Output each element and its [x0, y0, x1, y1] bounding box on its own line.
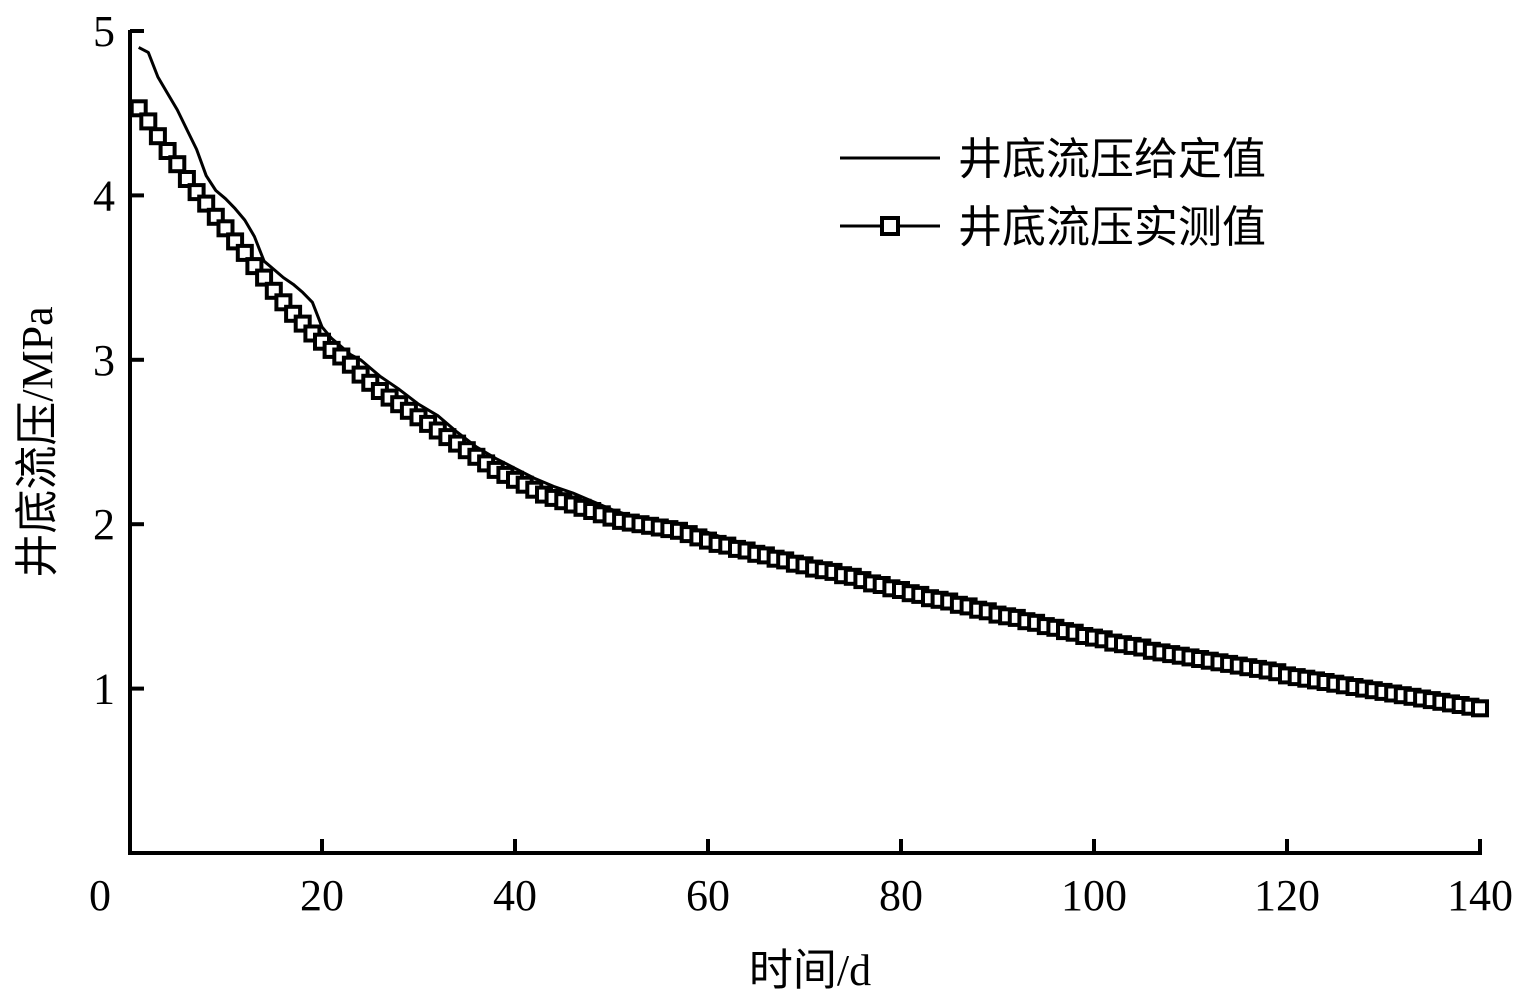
x-tick-label: 80	[879, 871, 923, 920]
legend: 井底流压给定值 井底流压实测值	[840, 135, 1266, 252]
legend-label-measured: 井底流压实测值	[958, 203, 1266, 252]
square-marker	[158, 142, 177, 160]
square-marker	[216, 219, 235, 238]
square-marker	[255, 268, 274, 287]
plot-series	[129, 46, 1489, 718]
x-axis-title: 时间/d	[749, 946, 871, 995]
square-marker	[139, 112, 158, 131]
axes: 1 2 3 4 5 0 20 40 60 80 100 120 140	[89, 7, 1513, 920]
y-tick-label: 5	[93, 7, 115, 56]
x-tick-label: 60	[686, 871, 730, 920]
x-tick-label: 40	[493, 871, 537, 920]
x-tick-label: 20	[300, 871, 344, 920]
y-ticks: 1 2 3 4 5	[93, 7, 144, 714]
series-measured-line	[137, 107, 1481, 710]
square-marker	[1471, 699, 1489, 718]
y-tick-label: 2	[93, 500, 115, 549]
series-setpoint-line	[138, 46, 1481, 710]
x-tick-label: 120	[1254, 871, 1320, 920]
y-tick-label: 4	[93, 171, 115, 220]
legend-item-setpoint: 井底流压给定值	[840, 135, 1266, 184]
y-tick-label: 3	[93, 336, 115, 385]
x-tick-label: 0	[89, 871, 111, 920]
square-marker	[177, 170, 196, 188]
series-measured-markers	[129, 99, 1489, 718]
x-tick-label: 100	[1061, 871, 1127, 920]
x-tick-label: 140	[1447, 871, 1513, 920]
square-marker	[235, 243, 254, 262]
legend-item-measured: 井底流压实测值	[840, 203, 1266, 252]
square-marker	[168, 155, 187, 174]
y-tick-label: 1	[93, 665, 115, 714]
x-ticks: 0 20 40 60 80 100 120 140	[89, 839, 1513, 920]
square-marker	[197, 194, 216, 213]
square-marker	[148, 127, 167, 146]
legend-label-setpoint: 井底流压给定值	[958, 135, 1266, 184]
legend-square-marker-icon	[880, 216, 900, 236]
y-axis-title: 井底流压/MPa	[13, 306, 62, 577]
